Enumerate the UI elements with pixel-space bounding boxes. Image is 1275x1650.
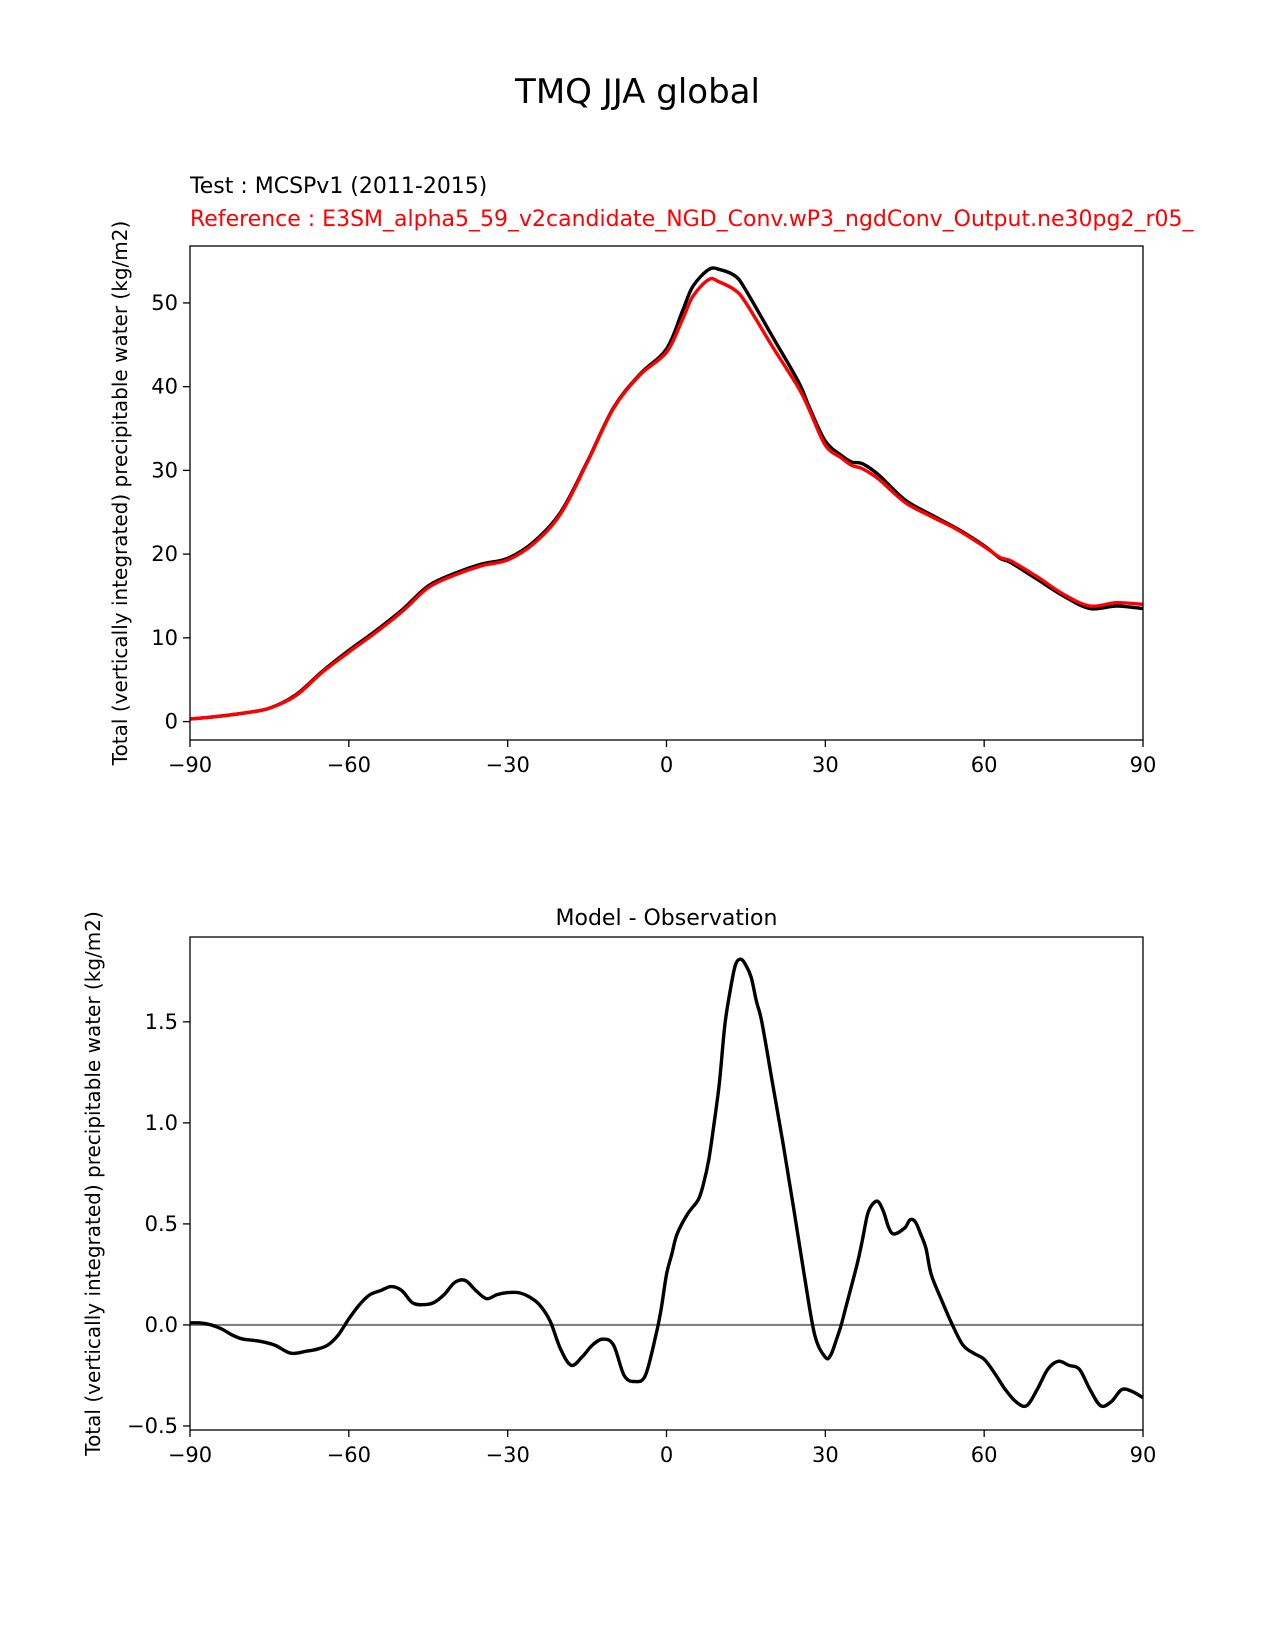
top-x-tick-label: 0	[660, 753, 673, 777]
bottom-x-tick-label: 90	[1130, 1443, 1157, 1467]
top-x-tick-label: 90	[1130, 753, 1157, 777]
bottom-plot-frame	[189, 936, 1144, 1431]
top-x-tick-label: −60	[327, 753, 371, 777]
top-y-tick-label: 40	[151, 375, 178, 399]
test-label: Test : MCSPv1 (2011-2015)	[190, 174, 488, 199]
top-series-line-0	[190, 266, 1143, 721]
top-y-tick-label: 50	[151, 291, 178, 315]
bottom-y-axis-label: Total (vertically integrated) precipitab…	[81, 911, 105, 1457]
bottom-x-tick-label: 30	[812, 1443, 839, 1467]
top-y-axis-label: Total (vertically integrated) precipitab…	[108, 221, 132, 767]
top-x-tick-label: 60	[971, 753, 998, 777]
bottom-y-tick-label: 1.0	[145, 1111, 178, 1135]
top-y-tick-label: 20	[151, 542, 178, 566]
top-y-tick-label: 10	[151, 626, 178, 650]
top-series-line-1	[190, 276, 1143, 721]
bottom-x-tick-label: 0	[660, 1443, 673, 1467]
top-plot-frame	[189, 245, 1144, 741]
bottom-x-tick-label: −60	[327, 1443, 371, 1467]
bottom-x-tick-label: 60	[971, 1443, 998, 1467]
bottom-x-tick-label: −30	[486, 1443, 530, 1467]
reference-label: Reference : E3SM_alpha5_59_v2candidate_N…	[190, 207, 1194, 232]
bottom-y-tick-label: 0.5	[145, 1212, 178, 1236]
bottom-series-line-0	[190, 957, 1143, 1409]
figure-title: TMQ JJA global	[515, 72, 760, 112]
top-x-tick-label: −30	[486, 753, 530, 777]
bottom-y-tick-label: 0.0	[145, 1313, 178, 1337]
bottom-y-tick-label: 1.5	[145, 1010, 178, 1034]
top-x-tick-label: −90	[168, 753, 212, 777]
bottom-chart-title: Model - Observation	[556, 906, 778, 931]
bottom-y-tick-label: −0.5	[127, 1414, 178, 1438]
top-x-tick-label: 30	[812, 753, 839, 777]
top-y-tick-label: 0	[165, 710, 178, 734]
top-y-tick-label: 30	[151, 458, 178, 482]
bottom-x-tick-label: −90	[168, 1443, 212, 1467]
